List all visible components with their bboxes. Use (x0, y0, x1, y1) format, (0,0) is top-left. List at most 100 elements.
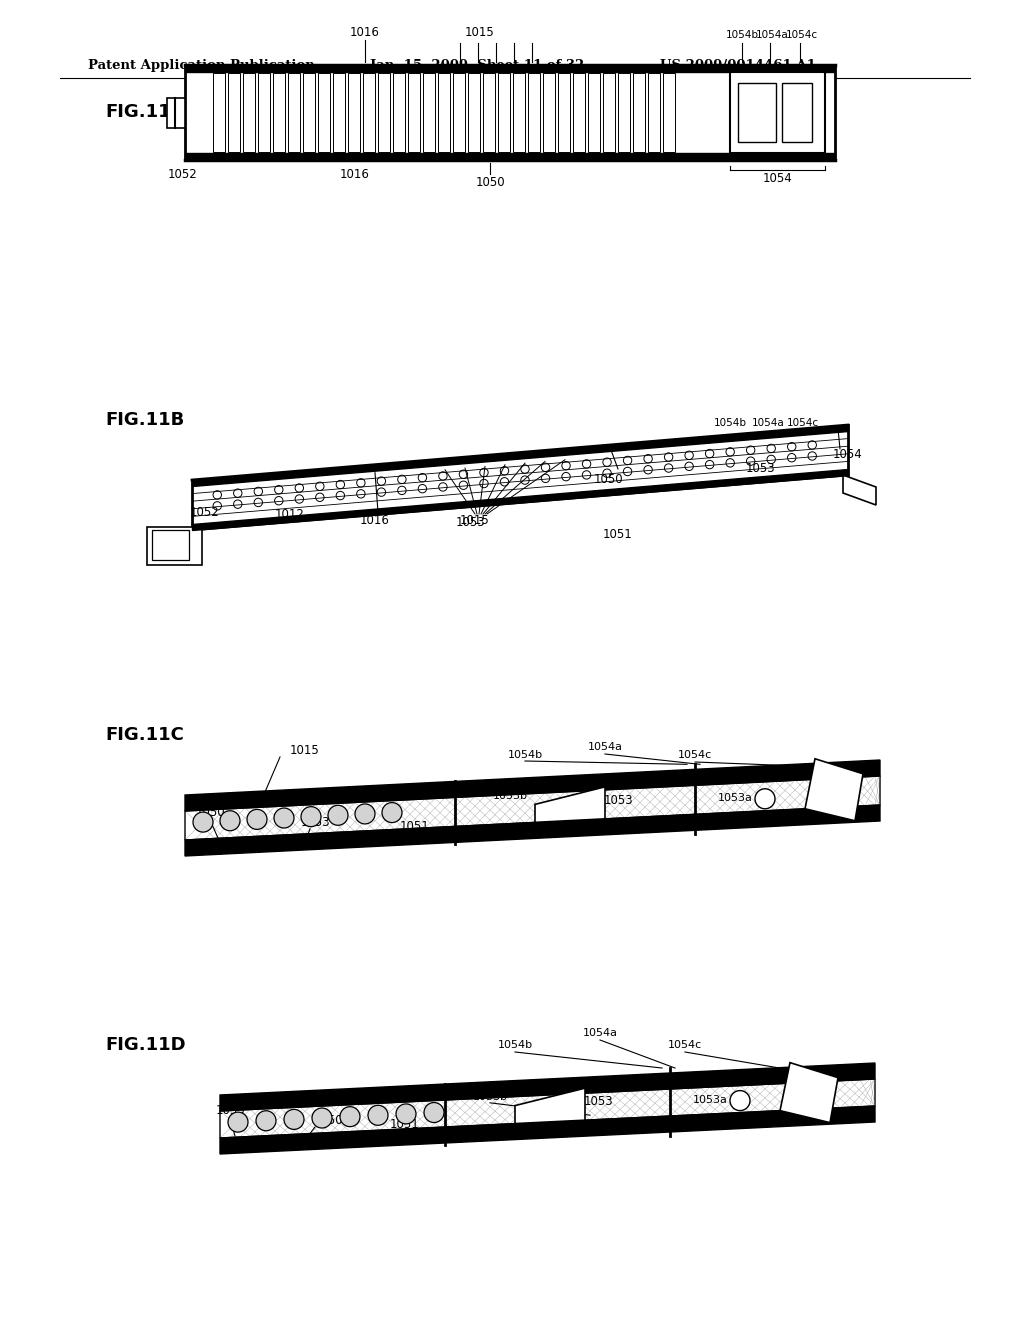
Bar (663, 73, 675, 152)
Bar (213, 73, 225, 152)
Circle shape (256, 1110, 276, 1131)
Text: 1054a: 1054a (752, 418, 784, 428)
Text: 1051: 1051 (400, 821, 430, 833)
Text: 1015: 1015 (290, 743, 319, 756)
Circle shape (368, 1105, 388, 1125)
Text: 1054: 1054 (834, 449, 863, 462)
Text: 1054b: 1054b (714, 418, 746, 428)
Bar (318, 73, 330, 152)
Text: 1054b: 1054b (508, 750, 543, 760)
Polygon shape (220, 1106, 874, 1154)
Circle shape (340, 1106, 360, 1127)
Bar (423, 73, 435, 152)
Bar (288, 73, 300, 152)
Bar (438, 73, 450, 152)
Text: 1054c: 1054c (678, 750, 712, 760)
Text: 1051: 1051 (603, 528, 633, 541)
Circle shape (396, 1104, 416, 1123)
Text: 1054c: 1054c (786, 418, 819, 428)
Bar (243, 73, 255, 152)
Bar (618, 73, 630, 152)
Bar (152, 531, 189, 560)
Circle shape (755, 789, 775, 809)
Bar (185, 65, 835, 160)
Text: FIG.11A: FIG.11A (105, 103, 184, 121)
Text: 1053: 1053 (456, 516, 484, 528)
Text: 1053a: 1053a (692, 1096, 727, 1105)
Text: 1016: 1016 (340, 168, 370, 181)
Bar (393, 73, 406, 152)
Bar (258, 73, 270, 152)
Bar (167, 98, 185, 128)
Polygon shape (843, 475, 876, 506)
Polygon shape (220, 1063, 874, 1111)
Text: 1054a: 1054a (588, 742, 623, 752)
Bar (513, 73, 525, 152)
Text: 1054: 1054 (763, 173, 793, 186)
Circle shape (301, 807, 321, 826)
Text: 1051: 1051 (390, 1118, 420, 1131)
Text: 1012: 1012 (275, 508, 305, 521)
Bar (588, 73, 600, 152)
Bar (408, 73, 420, 152)
Bar (730, 73, 825, 153)
Text: 1053: 1053 (584, 1096, 612, 1107)
Polygon shape (805, 759, 863, 821)
Text: 1053: 1053 (603, 793, 633, 807)
Text: 1053: 1053 (300, 816, 330, 829)
Text: 1054a: 1054a (583, 1028, 617, 1038)
Bar (528, 73, 540, 152)
Text: 1050: 1050 (593, 473, 623, 486)
Text: 1054c: 1054c (668, 1040, 702, 1049)
Circle shape (312, 1107, 332, 1129)
Bar (348, 73, 360, 152)
Bar (782, 83, 812, 143)
Circle shape (228, 1113, 248, 1133)
Bar (543, 73, 555, 152)
Text: 1053: 1053 (215, 1104, 245, 1117)
Polygon shape (515, 1088, 585, 1123)
Bar (333, 73, 345, 152)
Text: 1016: 1016 (360, 513, 390, 527)
Text: FIG.11C: FIG.11C (105, 726, 184, 744)
Bar (228, 73, 240, 152)
Text: 1053b: 1053b (472, 1092, 508, 1102)
Circle shape (355, 804, 375, 824)
Bar (273, 73, 285, 152)
Circle shape (193, 812, 213, 832)
Circle shape (730, 1090, 750, 1110)
Bar (147, 527, 202, 565)
Bar (498, 73, 510, 152)
Circle shape (424, 1102, 444, 1122)
Bar (303, 73, 315, 152)
Text: FIG.11B: FIG.11B (105, 411, 184, 429)
Text: 1015: 1015 (460, 513, 489, 527)
Text: Jan. 15, 2009  Sheet 11 of 32: Jan. 15, 2009 Sheet 11 of 32 (370, 58, 585, 71)
Text: 1054c: 1054c (786, 30, 818, 40)
Text: 1054b: 1054b (725, 30, 759, 40)
Bar (573, 73, 585, 152)
Bar (378, 73, 390, 152)
Text: 1050: 1050 (196, 805, 225, 818)
Circle shape (382, 803, 402, 822)
Bar (648, 73, 660, 152)
Text: 1050: 1050 (313, 1114, 343, 1126)
Text: 1050: 1050 (475, 176, 505, 189)
Polygon shape (220, 1078, 874, 1138)
Text: 1054b: 1054b (498, 1040, 532, 1049)
Polygon shape (780, 1063, 838, 1122)
Bar (483, 73, 495, 152)
Text: 1053b: 1053b (493, 791, 527, 801)
Text: 1016: 1016 (350, 26, 380, 40)
Bar (362, 73, 375, 152)
Text: 1053a: 1053a (718, 793, 753, 804)
Text: 1015: 1015 (465, 26, 495, 40)
Polygon shape (185, 760, 880, 810)
Circle shape (247, 809, 267, 829)
Text: US 2009/0014461 A1: US 2009/0014461 A1 (660, 58, 816, 71)
Polygon shape (535, 787, 605, 822)
Circle shape (274, 808, 294, 828)
Bar (633, 73, 645, 152)
Polygon shape (185, 805, 880, 855)
Circle shape (328, 805, 348, 825)
